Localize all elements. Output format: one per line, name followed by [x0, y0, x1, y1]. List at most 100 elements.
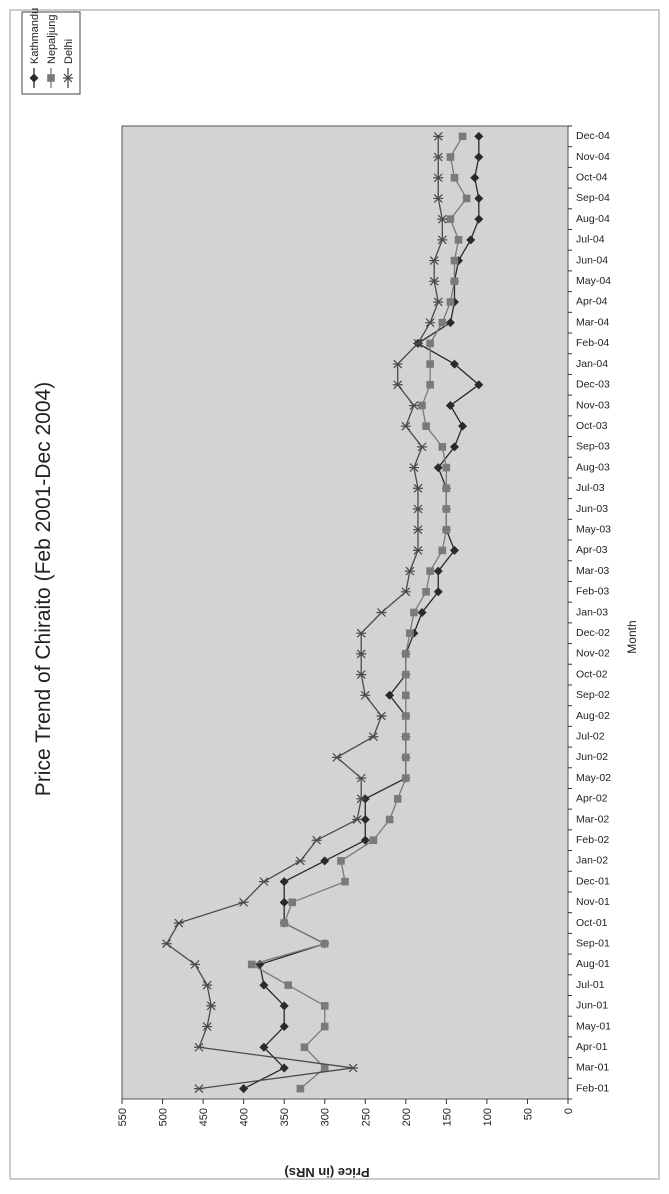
legend-box	[21, 11, 81, 95]
data-point-marker	[320, 1002, 329, 1010]
data-point-marker	[311, 835, 322, 845]
data-point-marker	[445, 318, 455, 328]
x-tick-label: Mar-04	[576, 316, 609, 328]
data-point-marker	[474, 131, 484, 141]
y-tick-label: 0	[563, 1108, 575, 1114]
legend-label: Kathmandu	[29, 8, 41, 64]
data-point-marker	[417, 608, 427, 617]
x-tick-label: Mar-01	[576, 1062, 609, 1074]
x-tick-label: Feb-02	[576, 834, 609, 846]
legend-item-nepaljung: Nepaljung	[46, 14, 58, 88]
data-point-marker	[474, 152, 484, 162]
x-tick-label: Oct-03	[576, 420, 608, 432]
data-point-marker	[406, 629, 414, 638]
data-point-marker	[280, 919, 288, 927]
series-nepaljung	[247, 132, 471, 1093]
data-point-marker	[449, 545, 459, 555]
data-point-marker	[412, 504, 423, 514]
data-point-marker	[438, 546, 447, 555]
x-tick-label: Oct-04	[576, 172, 608, 184]
y-tick-label: 350	[279, 1108, 291, 1126]
data-point-marker	[433, 131, 444, 141]
data-point-marker	[426, 567, 434, 575]
data-point-marker	[433, 587, 443, 597]
data-point-marker	[296, 1084, 305, 1093]
data-point-marker	[426, 360, 434, 368]
x-tick-label: May-03	[576, 523, 611, 535]
data-point-marker	[450, 173, 459, 182]
data-point-marker	[337, 857, 345, 865]
legend-label: Delhi	[63, 39, 75, 64]
data-point-marker	[410, 608, 418, 617]
x-tick-label: Apr-02	[576, 793, 608, 805]
data-point-marker	[442, 505, 451, 513]
data-point-marker	[161, 939, 172, 949]
x-tick-label: Apr-04	[576, 296, 608, 308]
data-point-marker	[402, 774, 410, 782]
data-point-marker	[412, 525, 423, 535]
data-point-marker	[47, 74, 55, 82]
x-tick-label: Jun-01	[576, 1000, 608, 1012]
x-tick-label: Sep-02	[576, 689, 610, 701]
data-point-marker	[445, 400, 455, 410]
plot-area	[121, 125, 569, 1100]
data-point-marker	[433, 173, 444, 183]
data-point-marker	[458, 132, 467, 141]
x-tick-label: Dec-01	[576, 875, 610, 887]
data-point-marker	[442, 484, 451, 493]
data-point-marker	[442, 463, 451, 472]
data-point-marker	[412, 545, 423, 555]
data-point-marker	[356, 649, 367, 659]
x-tick-label: May-02	[576, 772, 611, 784]
data-point-marker	[202, 980, 213, 990]
data-point-marker	[474, 214, 484, 224]
data-point-marker	[348, 1063, 359, 1073]
data-point-marker	[449, 359, 459, 369]
data-point-marker	[385, 815, 394, 824]
legend-item-kathmandu: Kathmandu	[29, 8, 41, 88]
data-point-marker	[295, 856, 306, 866]
data-point-marker	[458, 421, 468, 431]
x-tick-label: Mar-03	[576, 565, 609, 577]
data-point-marker	[433, 152, 444, 162]
data-point-marker	[446, 153, 455, 161]
y-tick-label: 150	[441, 1108, 453, 1126]
data-point-marker	[418, 401, 426, 410]
data-point-marker	[438, 318, 447, 327]
x-tick-label: Oct-02	[576, 668, 608, 680]
data-point-marker	[466, 235, 476, 245]
data-point-marker	[356, 670, 367, 680]
data-point-marker	[393, 795, 402, 803]
legend-item-delhi: Delhi	[63, 39, 75, 88]
data-point-marker	[437, 214, 448, 224]
chart-title: Price Trend of Chiraito (Feb 2001-Dec 20…	[32, 382, 55, 796]
x-tick-label: Nov-01	[576, 896, 610, 908]
x-tick-label: Jun-02	[576, 751, 608, 763]
axes: 0 50 100 150 200 250 300 350 400 450 500 550 Feb-01 M…	[117, 125, 611, 1126]
data-point-marker	[426, 380, 434, 389]
data-point-marker	[402, 712, 410, 720]
x-tick-label: Jul-02	[576, 730, 605, 742]
x-tick-label: Nov-02	[576, 648, 610, 660]
data-point-marker	[331, 752, 342, 762]
x-tick-label: Aug-01	[576, 958, 610, 970]
data-point-marker	[258, 877, 269, 887]
data-point-marker	[402, 650, 410, 658]
data-point-marker	[433, 566, 443, 576]
data-point-marker	[63, 73, 73, 83]
data-point-marker	[412, 483, 423, 493]
data-point-marker	[392, 359, 403, 369]
x-tick-label: Apr-03	[576, 544, 608, 556]
data-point-marker	[470, 173, 480, 183]
data-point-marker	[376, 608, 387, 617]
data-point-marker	[425, 318, 436, 328]
data-point-marker	[429, 276, 440, 286]
data-point-marker	[422, 587, 430, 596]
data-point-marker	[356, 773, 367, 783]
y-tick-label: 400	[239, 1108, 251, 1126]
data-point-marker	[404, 566, 415, 576]
x-tick-label: Feb-03	[576, 586, 609, 598]
legend-label: Nepaljung	[46, 14, 58, 64]
data-point-marker	[433, 194, 444, 203]
